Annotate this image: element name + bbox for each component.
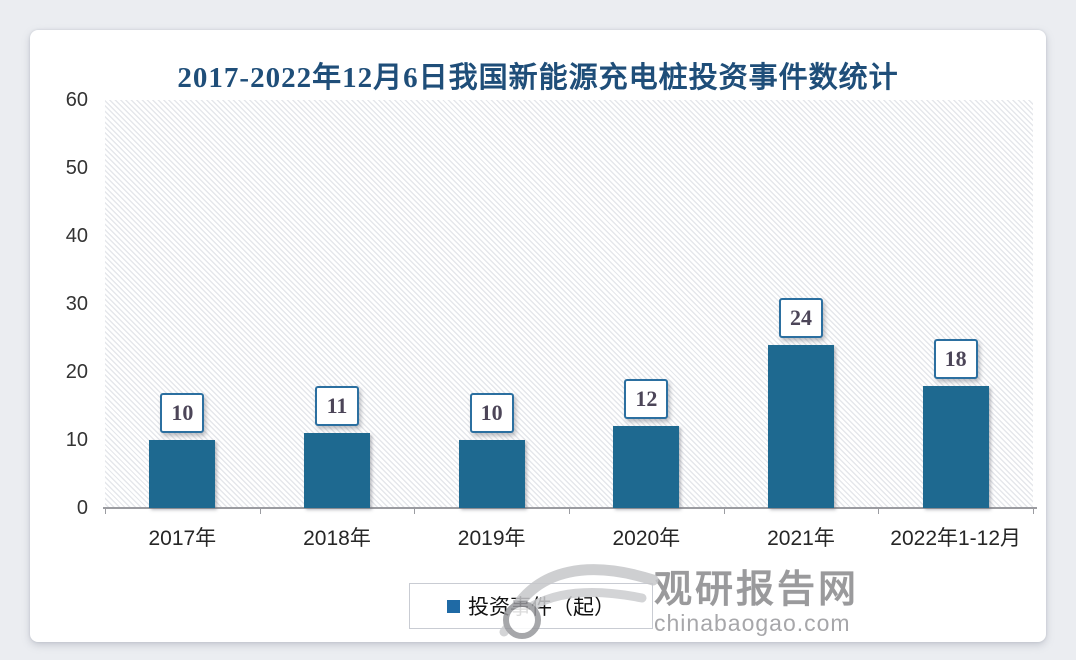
x-axis-tick — [1033, 509, 1034, 514]
plot-area — [105, 100, 1033, 508]
y-tick-label: 50 — [65, 157, 88, 179]
x-tick-label: 2021年 — [767, 527, 835, 550]
bar-value-label: 11 — [315, 386, 359, 427]
legend-swatch-icon — [447, 599, 460, 613]
watermark-text: 观研报告网 chinabaogao.com — [654, 570, 859, 635]
bar-2022年1-12月 — [922, 385, 989, 508]
x-axis-tick — [105, 509, 106, 514]
x-axis-tick — [723, 509, 725, 514]
watermark-site-name: 观研报告网 — [654, 569, 860, 611]
y-tick-label: 60 — [65, 89, 88, 111]
bar-value-label: 10 — [160, 393, 205, 433]
bar-2019年 — [458, 440, 525, 508]
x-axis-tick — [414, 509, 416, 514]
x-tick-label: 2017年 — [148, 527, 217, 550]
bar-value-label: 18 — [933, 338, 978, 379]
x-axis-line — [103, 507, 1037, 509]
x-tick-label: 2020年 — [612, 527, 681, 550]
y-tick-label: 0 — [76, 497, 88, 519]
y-tick-label: 30 — [65, 293, 88, 315]
y-tick-label: 40 — [65, 225, 88, 247]
bar-value-label: 10 — [469, 393, 514, 433]
bar-2021年 — [768, 344, 834, 508]
x-axis-tick — [878, 509, 880, 514]
bar-2017年 — [149, 440, 216, 508]
legend-label: 投资事件（起） — [468, 596, 615, 619]
bar-value-label: 24 — [779, 297, 823, 338]
x-axis-tick — [569, 509, 570, 514]
bar-2020年 — [613, 426, 680, 508]
chart-card: 2017-2022年12月6日我国新能源充电桩投资事件数统计 0 10 20 30 40… — [30, 30, 1046, 642]
x-tick-label: 2018年 — [303, 527, 371, 550]
x-tick-label: 2022年1-12月 — [890, 527, 1022, 550]
y-tick-label: 10 — [65, 429, 88, 451]
bar-2018年 — [304, 433, 370, 508]
x-axis-tick — [259, 509, 261, 514]
legend: 投资事件（起） — [409, 583, 653, 629]
chart-title: 2017-2022年12月6日我国新能源充电桩投资事件数统计 — [177, 62, 899, 94]
x-tick-label: 2019年 — [457, 527, 526, 550]
watermark-site-url: chinabaogao.com — [654, 610, 851, 636]
bar-value-label: 12 — [624, 379, 669, 420]
y-tick-label: 20 — [65, 361, 88, 383]
